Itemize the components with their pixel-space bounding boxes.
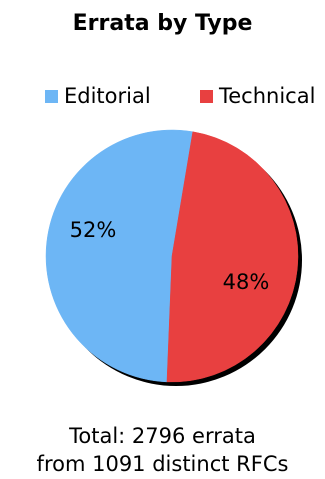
pie-slice-editorial [45, 129, 194, 383]
legend: Editorial Technical [0, 82, 325, 110]
footer-total: Total: 2796 errata [69, 424, 256, 448]
legend-item-editorial: Editorial [45, 82, 151, 110]
pie-slice-technical [166, 131, 299, 383]
legend-item-technical: Technical [200, 82, 315, 110]
pie-label-technical: 48% [223, 270, 270, 294]
footer-distinct-rfcs: from 1091 distinct RFCs [36, 452, 289, 476]
legend-swatch-editorial [45, 89, 58, 103]
legend-swatch-technical [200, 89, 213, 103]
chart-title: Errata by Type [72, 11, 253, 36]
legend-label-technical: Technical [219, 84, 316, 108]
pie-label-editorial: 52% [70, 218, 117, 242]
legend-label-editorial: Editorial [64, 84, 151, 108]
chart-footer: Total: 2796 errata from 1091 distinct RF… [0, 422, 325, 478]
